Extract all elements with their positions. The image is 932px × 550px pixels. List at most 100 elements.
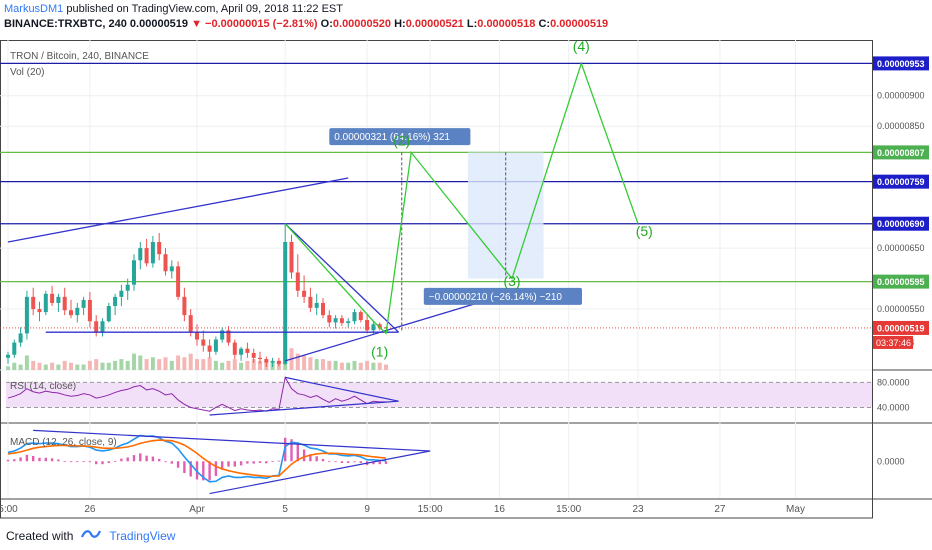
volume-bar [62, 360, 67, 370]
volume-bar [258, 360, 262, 370]
macd-histogram-bar [328, 461, 331, 463]
macd-histogram-bar [19, 457, 22, 462]
macd-histogram-bar [340, 461, 344, 464]
candle-body [239, 348, 244, 355]
low-label: L: [466, 18, 478, 30]
macd-histogram-bar [252, 461, 255, 464]
volume-bar [37, 362, 42, 370]
tradingview-brand[interactable]: TradingView [109, 528, 176, 543]
volume-bar [144, 359, 149, 370]
wave-label: (4) [573, 40, 590, 54]
macd-histogram-bar [214, 461, 218, 476]
candle-body [113, 296, 118, 306]
candle-body [333, 318, 338, 323]
tradingview-logo-icon[interactable] [81, 528, 102, 543]
volume-bar [56, 364, 61, 370]
author-link[interactable]: MarkusDM1 [4, 3, 64, 15]
volume-bar [81, 364, 86, 370]
candle-body [132, 260, 136, 285]
volume-bar [314, 359, 319, 370]
volume-bar [132, 353, 136, 370]
macd-histogram-bar [321, 458, 325, 462]
candle-body [69, 310, 73, 316]
price-chart[interactable]: 0.00000321 (64.16%) 321 −0.00000210 (−26.… [0, 40, 932, 525]
wave-label: (3) [503, 273, 520, 289]
created-with-text: Created with [6, 528, 74, 543]
candle-body [182, 296, 187, 316]
price-tag [873, 274, 929, 289]
price-tick-label: 0.00000900 [877, 91, 925, 101]
macd-histogram-bar [384, 461, 388, 464]
macd-histogram-bar [57, 459, 60, 462]
candle-body [207, 345, 212, 352]
candle-body [138, 248, 143, 261]
macd-histogram-bar [372, 461, 375, 465]
candle-body [283, 242, 288, 364]
macd-histogram-bar [32, 455, 35, 462]
volume-bar [50, 362, 55, 370]
open-value: 0.00000520 [332, 18, 392, 30]
volume-bar [163, 357, 168, 370]
volume-bar [295, 353, 300, 370]
candle-body [12, 342, 17, 355]
volume-bar [87, 360, 92, 370]
volume-bar [94, 359, 99, 370]
macd-histogram-bar [176, 461, 180, 468]
countdown-tag [873, 335, 913, 349]
macd-histogram-bar [315, 456, 318, 462]
low-value: 0.00000518 [477, 18, 536, 30]
time-tick-label: 16 [494, 504, 506, 515]
time-tick-label: 15:00 [418, 504, 443, 515]
candle-body [327, 315, 332, 323]
macd-histogram-bar [88, 461, 92, 463]
time-tick-label: 15:00 [556, 504, 581, 515]
volume-bar [377, 362, 382, 370]
candle-body [226, 330, 231, 343]
candle-body [321, 302, 325, 316]
candle-body [87, 299, 92, 322]
macd-histogram-bar [158, 458, 161, 462]
chart-overlay [0, 62, 872, 329]
macd-histogram-bar [170, 461, 173, 464]
candle-body [346, 321, 351, 324]
macd-histogram-bar [258, 461, 262, 464]
volume-bar [201, 359, 206, 370]
wave-label: (2) [393, 133, 410, 149]
volume-bar [75, 364, 80, 370]
macd-histogram-bar [69, 461, 73, 463]
price-tag [873, 145, 929, 160]
volume-bar [188, 353, 193, 370]
macd-histogram-bar [113, 460, 117, 462]
macd-histogram-bar [38, 457, 41, 462]
candle-body [188, 315, 193, 333]
macd-trend-line [209, 450, 431, 495]
macd-histogram-bar [309, 454, 312, 462]
macd-histogram-bar [347, 461, 350, 464]
candle-body [24, 296, 29, 334]
candle-body [289, 242, 294, 273]
candle-body [276, 360, 281, 364]
macd-pane [6, 429, 431, 495]
candle-body [18, 333, 23, 343]
macd-histogram-bar [145, 455, 148, 462]
price-tag [873, 216, 929, 231]
time-axis[interactable]: 5:00 26 Apr 5 9 15:00 16 15:00 23 27 May [0, 504, 805, 515]
candle-body [62, 296, 67, 311]
volume-bar [339, 362, 344, 370]
macd-histogram-bar [13, 459, 16, 462]
macd-histogram-bar [132, 455, 136, 462]
macd-histogram-bar [353, 461, 356, 463]
rsi-trend-line [285, 376, 399, 402]
measure-label-box [423, 287, 582, 305]
candle-body [43, 293, 48, 313]
candle-body [163, 254, 168, 272]
candle-body [100, 321, 105, 333]
close-value: 0.00000519 [550, 18, 609, 30]
candle-body [106, 306, 111, 322]
macd-histogram-bar [95, 461, 98, 465]
candle-body [213, 339, 218, 352]
price-axis[interactable]: 0.00000900 0.00000850 0.00000650 0.00000550… [872, 40, 930, 518]
candle-body [245, 348, 250, 353]
high-label: H: [394, 18, 406, 30]
time-tick-label: 5:00 [0, 504, 18, 515]
